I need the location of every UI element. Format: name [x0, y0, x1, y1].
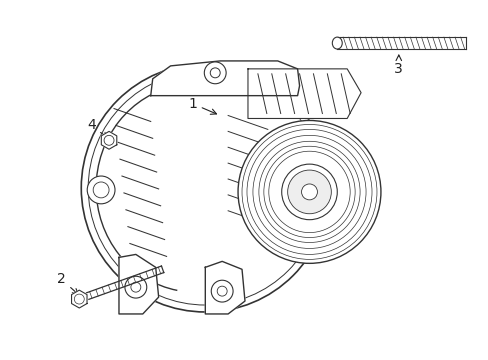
- Polygon shape: [101, 131, 117, 149]
- Polygon shape: [247, 69, 360, 118]
- Text: 2: 2: [57, 272, 78, 294]
- Circle shape: [287, 170, 331, 214]
- Polygon shape: [150, 61, 299, 96]
- Circle shape: [204, 62, 225, 84]
- Circle shape: [281, 164, 337, 220]
- Circle shape: [301, 184, 317, 200]
- Circle shape: [211, 280, 233, 302]
- Circle shape: [81, 64, 328, 312]
- Text: 1: 1: [187, 96, 216, 114]
- Text: 4: 4: [87, 118, 107, 138]
- Polygon shape: [71, 290, 87, 308]
- Polygon shape: [119, 255, 158, 314]
- Text: 3: 3: [394, 55, 402, 76]
- Circle shape: [87, 176, 115, 204]
- Polygon shape: [205, 261, 244, 314]
- Circle shape: [238, 121, 380, 264]
- Ellipse shape: [332, 37, 342, 49]
- Circle shape: [124, 276, 146, 298]
